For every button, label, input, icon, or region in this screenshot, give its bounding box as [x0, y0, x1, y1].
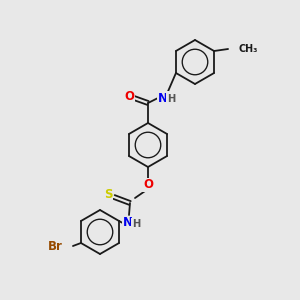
Text: S: S [104, 188, 112, 202]
Text: H: H [167, 94, 175, 104]
Text: N: N [123, 217, 133, 230]
Text: O: O [124, 91, 134, 103]
Text: N: N [158, 92, 168, 104]
Text: O: O [143, 178, 153, 191]
Text: CH₃: CH₃ [238, 44, 257, 54]
Text: Br: Br [48, 239, 63, 253]
Text: H: H [132, 219, 140, 229]
